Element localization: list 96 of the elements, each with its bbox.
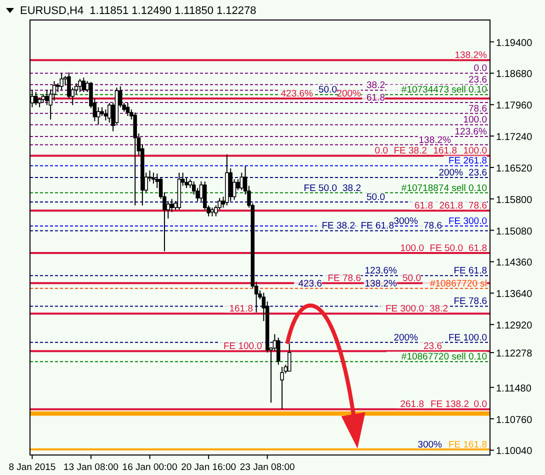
annotation: 23.6 [424,341,442,352]
annotation: 138.2% [364,278,398,290]
annotation: 200% [438,168,464,179]
y-tick-label: 1.15080 [496,226,533,238]
annotation: FE 50.0 [430,242,463,254]
annotation: 161.8 [229,304,253,315]
candlestick [288,342,292,372]
annotation: 100.0 [400,242,424,254]
annotation: 78.6 [468,200,487,212]
annotation: 138.2% [418,134,452,146]
annotation: 38.2 [342,182,361,194]
candlestick [34,91,38,106]
annotation: 61.8 [366,92,385,104]
candlestick [45,89,49,106]
candlestick [78,78,82,92]
annotation: 0.0 [374,146,388,157]
annotation: 38.2 [366,80,385,92]
y-tick-label: 1.13640 [496,289,533,300]
x-tick-label: 20 Jan 16:00 [181,462,236,473]
candlestick [170,198,174,212]
ref-line-label: FE 78.6 [454,296,487,308]
annotation: FE 61.8 [360,220,394,232]
candlestick [228,168,232,202]
y-tick-label: 1.10760 [496,414,533,426]
y-tick-label: 1.18680 [496,69,533,80]
annotation: FE 50.0 [304,182,337,194]
candlestick [104,108,108,121]
y-tick-label: 1.11480 [496,383,532,394]
y-tick-label: 1.17240 [496,132,533,144]
annotation: FE 300.0 [385,304,424,315]
x-tick-label: 23 Jan 08:00 [240,462,295,473]
y-tick-label: 1.14360 [496,258,533,269]
y-tick-label: 1.10040 [496,446,533,458]
candlestick [38,97,42,108]
annotation: 100.0 [463,146,487,157]
annotation: 200% [336,88,362,100]
candlestick [107,102,112,124]
candlestick [60,72,64,90]
y-tick-label: 1.19400 [496,38,533,49]
x-tick-label: 13 Jan 08:00 [64,462,118,473]
x-tick-label: 16 Jan 00:00 [122,462,178,473]
ref-line-label: FE 61.8 [454,266,487,277]
ref-line-label: FE 100.0 [448,332,487,344]
annotation: FE 138.2 [430,399,469,410]
annotation: 78.6 [468,103,487,114]
annotation: 23.6 [468,168,487,179]
annotation: 78.6 [424,220,442,232]
annotation: 23.6 [468,74,487,86]
annotation: 300% [418,439,443,450]
annotation: 100.0 [463,114,487,126]
annotation: 423.6 [298,278,322,290]
annotation: 61.8 [468,242,487,254]
annotation: FE 38.2 [322,220,355,232]
y-tick-label: 1.15800 [496,194,533,206]
candlestick [280,366,284,410]
ref-line-label: #10867720 sl [430,278,487,290]
y-tick-label: 1.17960 [496,100,533,112]
annotation: 138.2% [454,50,488,62]
ref-line-label: FE 300.0 [448,216,487,227]
annotation: 0.0 [474,399,487,410]
x-tick-label: 8 Jan 2015 [8,462,56,473]
candlestick [96,106,100,126]
candlestick [133,112,137,206]
annotation: 123.6% [454,126,488,138]
ref-line-label: #10718874 sell 0.10 [401,182,487,194]
chart-title: EURUSD,H4 1.11851 1.12490 1.11850 1.12278 [20,5,256,17]
annotation: 0.0 [474,63,487,74]
annotation: 300% [394,216,419,227]
y-tick-label: 1.12920 [496,320,533,332]
candlestick [276,337,280,366]
candlestick [240,172,244,191]
annotation: 50.0 [366,192,385,203]
annotation: 261.8 [439,200,463,212]
candlestick [126,102,130,116]
ref-line-label: #10867720 sell 0.10 [401,352,487,363]
annotation: 123.6% [364,266,398,277]
annotation: 50.0 [402,273,421,284]
annotation: 261.8 [400,399,424,410]
annotation: 50.0 [318,84,337,96]
y-tick-label: 1.16520 [496,163,533,174]
annotation: 423.6% [280,88,314,100]
annotation: FE 38.2 [394,146,427,157]
annotation: 161.8 [433,146,457,157]
candlestick [82,77,86,92]
annotation: 61.8 [414,200,433,212]
candlestick [166,200,170,220]
ref-line-label: FE 161.8 [448,439,487,450]
candlestick [184,176,188,188]
annotation: 38.2 [430,304,448,315]
annotation: FE 78.6 [328,273,361,284]
y-tick-label: 1.12278 [496,348,533,360]
annotation: FE 100.0 [223,341,262,352]
annotation: 200% [394,332,419,344]
ref-line-label: FE 261.8 [448,156,487,167]
ref-line-label: #10734473 sell 0.10 [401,84,487,96]
candlestick [152,172,156,184]
